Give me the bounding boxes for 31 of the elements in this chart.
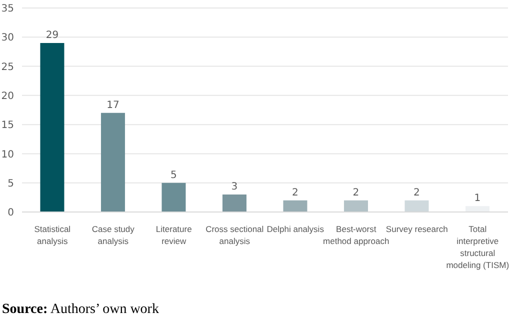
y-tick-label: 30 <box>1 32 14 44</box>
y-tick-label: 0 <box>8 208 14 219</box>
data-label: 2 <box>414 187 420 198</box>
data-label: 5 <box>170 170 177 181</box>
bar <box>100 112 125 212</box>
data-label: 2 <box>292 187 298 198</box>
y-tick-label: 25 <box>1 62 14 73</box>
bar <box>162 182 186 212</box>
x-tick-label: Statistical analysis <box>34 224 71 246</box>
y-tick-label: 5 <box>8 178 14 190</box>
bar <box>344 200 368 212</box>
y-tick-label: 20 <box>1 90 14 102</box>
bar <box>40 42 64 212</box>
x-tick-label: Case study analysis <box>92 224 136 246</box>
y-tick-label: 35 <box>1 4 14 15</box>
x-tick-label: Total interpretive structural modeling (TISM) <box>446 224 510 270</box>
x-tick-label: Survey research <box>386 224 448 234</box>
y-tick-label: 15 <box>1 120 14 132</box>
bar <box>283 200 308 212</box>
bar <box>465 206 490 212</box>
x-tick-label: Delphi analysis <box>266 224 324 234</box>
data-label: 1 <box>474 193 481 204</box>
bar <box>222 194 246 212</box>
data-label: 17 <box>106 100 120 111</box>
y-tick-label: 10 <box>1 149 14 160</box>
data-label: 2 <box>352 187 360 198</box>
x-tick-label: Literature review <box>156 224 192 246</box>
x-tick-label: Cross sectional analysis <box>206 224 264 246</box>
data-label: 3 <box>231 182 238 193</box>
data-label: 29 <box>46 30 59 41</box>
source-note: Source: Authors’ own work <box>2 302 159 317</box>
